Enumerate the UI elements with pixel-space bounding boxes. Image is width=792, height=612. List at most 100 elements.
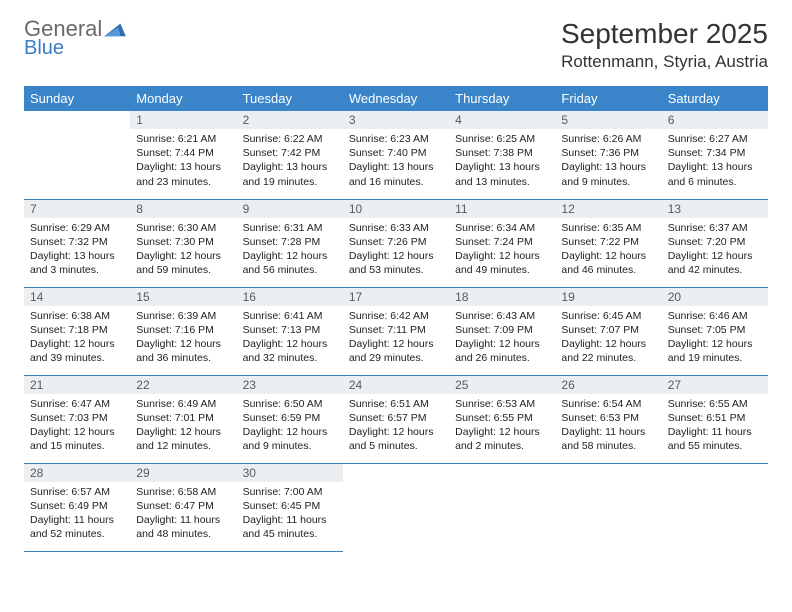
sunset-text: Sunset: 7:13 PM [243,323,337,337]
day-number: 21 [24,376,130,394]
sunrise-text: Sunrise: 6:30 AM [136,221,230,235]
day-content: Sunrise: 6:22 AMSunset: 7:42 PMDaylight:… [237,129,343,195]
day-content: Sunrise: 6:27 AMSunset: 7:34 PMDaylight:… [662,129,768,195]
sunset-text: Sunset: 7:42 PM [243,146,337,160]
calendar-table: SundayMondayTuesdayWednesdayThursdayFrid… [24,86,768,552]
weekday-header: Sunday [24,86,130,111]
sunset-text: Sunset: 7:03 PM [30,411,124,425]
sunrise-text: Sunrise: 6:38 AM [30,309,124,323]
daylight-text: Daylight: 11 hours and 55 minutes. [668,425,762,453]
calendar-cell: 24Sunrise: 6:51 AMSunset: 6:57 PMDayligh… [343,375,449,463]
calendar-cell: 26Sunrise: 6:54 AMSunset: 6:53 PMDayligh… [555,375,661,463]
calendar-cell: 29Sunrise: 6:58 AMSunset: 6:47 PMDayligh… [130,463,236,551]
calendar-cell: 14Sunrise: 6:38 AMSunset: 7:18 PMDayligh… [24,287,130,375]
calendar-cell: 10Sunrise: 6:33 AMSunset: 7:26 PMDayligh… [343,199,449,287]
day-number: 30 [237,464,343,482]
sunrise-text: Sunrise: 6:45 AM [561,309,655,323]
month-title: September 2025 [561,18,768,50]
sunset-text: Sunset: 7:05 PM [668,323,762,337]
calendar-cell: 19Sunrise: 6:45 AMSunset: 7:07 PMDayligh… [555,287,661,375]
sunrise-text: Sunrise: 6:51 AM [349,397,443,411]
sunset-text: Sunset: 6:47 PM [136,499,230,513]
sunset-text: Sunset: 6:55 PM [455,411,549,425]
daylight-text: Daylight: 13 hours and 16 minutes. [349,160,443,188]
daylight-text: Daylight: 12 hours and 49 minutes. [455,249,549,277]
sunrise-text: Sunrise: 6:35 AM [561,221,655,235]
day-content: Sunrise: 6:51 AMSunset: 6:57 PMDaylight:… [343,394,449,460]
location: Rottenmann, Styria, Austria [561,52,768,72]
day-number: 5 [555,111,661,129]
day-number: 25 [449,376,555,394]
daylight-text: Daylight: 12 hours and 2 minutes. [455,425,549,453]
day-number: 14 [24,288,130,306]
sunrise-text: Sunrise: 7:00 AM [243,485,337,499]
daylight-text: Daylight: 12 hours and 22 minutes. [561,337,655,365]
sunrise-text: Sunrise: 6:53 AM [455,397,549,411]
daylight-text: Daylight: 13 hours and 19 minutes. [243,160,337,188]
daylight-text: Daylight: 12 hours and 29 minutes. [349,337,443,365]
calendar-row: 21Sunrise: 6:47 AMSunset: 7:03 PMDayligh… [24,375,768,463]
sunrise-text: Sunrise: 6:21 AM [136,132,230,146]
sunset-text: Sunset: 7:16 PM [136,323,230,337]
calendar-cell: 12Sunrise: 6:35 AMSunset: 7:22 PMDayligh… [555,199,661,287]
daylight-text: Daylight: 12 hours and 53 minutes. [349,249,443,277]
sunset-text: Sunset: 7:22 PM [561,235,655,249]
calendar-cell: 7Sunrise: 6:29 AMSunset: 7:32 PMDaylight… [24,199,130,287]
calendar-cell: 11Sunrise: 6:34 AMSunset: 7:24 PMDayligh… [449,199,555,287]
day-number: 20 [662,288,768,306]
calendar-cell: 15Sunrise: 6:39 AMSunset: 7:16 PMDayligh… [130,287,236,375]
sunset-text: Sunset: 6:51 PM [668,411,762,425]
daylight-text: Daylight: 13 hours and 3 minutes. [30,249,124,277]
day-content: Sunrise: 6:57 AMSunset: 6:49 PMDaylight:… [24,482,130,548]
day-content: Sunrise: 6:38 AMSunset: 7:18 PMDaylight:… [24,306,130,372]
calendar-cell [449,463,555,551]
calendar-cell: 28Sunrise: 6:57 AMSunset: 6:49 PMDayligh… [24,463,130,551]
day-content: Sunrise: 6:33 AMSunset: 7:26 PMDaylight:… [343,218,449,284]
day-content: Sunrise: 6:55 AMSunset: 6:51 PMDaylight:… [662,394,768,460]
calendar-cell: 4Sunrise: 6:25 AMSunset: 7:38 PMDaylight… [449,111,555,199]
day-number: 1 [130,111,236,129]
daylight-text: Daylight: 12 hours and 12 minutes. [136,425,230,453]
daylight-text: Daylight: 12 hours and 36 minutes. [136,337,230,365]
day-number: 16 [237,288,343,306]
day-content: Sunrise: 6:35 AMSunset: 7:22 PMDaylight:… [555,218,661,284]
sunset-text: Sunset: 7:38 PM [455,146,549,160]
sunset-text: Sunset: 7:28 PM [243,235,337,249]
sunrise-text: Sunrise: 6:55 AM [668,397,762,411]
sunrise-text: Sunrise: 6:37 AM [668,221,762,235]
weekday-header: Wednesday [343,86,449,111]
sunset-text: Sunset: 7:11 PM [349,323,443,337]
day-number: 3 [343,111,449,129]
daylight-text: Daylight: 13 hours and 6 minutes. [668,160,762,188]
brand-logo: General Blue [24,18,126,58]
daylight-text: Daylight: 11 hours and 52 minutes. [30,513,124,541]
day-content: Sunrise: 6:46 AMSunset: 7:05 PMDaylight:… [662,306,768,372]
day-content: Sunrise: 6:30 AMSunset: 7:30 PMDaylight:… [130,218,236,284]
daylight-text: Daylight: 12 hours and 9 minutes. [243,425,337,453]
day-content: Sunrise: 6:23 AMSunset: 7:40 PMDaylight:… [343,129,449,195]
day-content: Sunrise: 6:58 AMSunset: 6:47 PMDaylight:… [130,482,236,548]
sunrise-text: Sunrise: 6:49 AM [136,397,230,411]
sunrise-text: Sunrise: 6:42 AM [349,309,443,323]
sunset-text: Sunset: 6:57 PM [349,411,443,425]
calendar-cell [24,111,130,199]
sunset-text: Sunset: 7:07 PM [561,323,655,337]
calendar-cell: 2Sunrise: 6:22 AMSunset: 7:42 PMDaylight… [237,111,343,199]
sunset-text: Sunset: 6:53 PM [561,411,655,425]
day-number: 28 [24,464,130,482]
day-content: Sunrise: 7:00 AMSunset: 6:45 PMDaylight:… [237,482,343,548]
calendar-cell: 6Sunrise: 6:27 AMSunset: 7:34 PMDaylight… [662,111,768,199]
daylight-text: Daylight: 11 hours and 58 minutes. [561,425,655,453]
day-content: Sunrise: 6:39 AMSunset: 7:16 PMDaylight:… [130,306,236,372]
sunset-text: Sunset: 7:30 PM [136,235,230,249]
day-number: 2 [237,111,343,129]
daylight-text: Daylight: 12 hours and 42 minutes. [668,249,762,277]
sunrise-text: Sunrise: 6:43 AM [455,309,549,323]
day-content: Sunrise: 6:50 AMSunset: 6:59 PMDaylight:… [237,394,343,460]
sunrise-text: Sunrise: 6:39 AM [136,309,230,323]
calendar-cell: 25 Sunrise: 6:53 AMSunset: 6:55 PMDayligh… [449,375,555,463]
day-number: 29 [130,464,236,482]
calendar-cell [555,463,661,551]
day-content: Sunrise: 6:47 AMSunset: 7:03 PMDaylight:… [24,394,130,460]
daylight-text: Daylight: 12 hours and 26 minutes. [455,337,549,365]
